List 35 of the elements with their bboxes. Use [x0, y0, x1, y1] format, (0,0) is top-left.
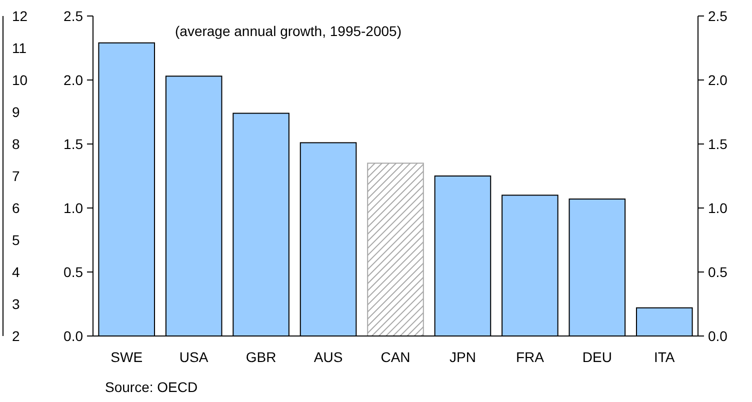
y2-tick-label: 2.0: [708, 72, 728, 88]
x-tick-label: CAN: [380, 349, 410, 365]
x-tick-label: AUS: [314, 349, 343, 365]
y3-tick-label: 4: [12, 264, 20, 280]
y3-tick-label: 6: [12, 200, 20, 216]
x-tick-label: USA: [179, 349, 209, 365]
y-tick-label: 0.0: [64, 328, 84, 344]
y-tick-label: 2.0: [64, 72, 84, 88]
y-tick-label: 1.5: [64, 136, 84, 152]
x-tick-label: SWE: [110, 349, 143, 365]
x-tick-label: GBR: [246, 349, 276, 365]
y3-tick-label: 5: [12, 232, 20, 248]
text: (average annual growth, 1995-2005): [175, 23, 402, 39]
source-note: Source: OECD: [105, 379, 198, 395]
x-tick-label: JPN: [449, 349, 476, 365]
y-tick-label: 0.5: [64, 264, 84, 280]
bar: [367, 162, 424, 336]
y-tick-label: 2.5: [64, 8, 84, 24]
y3-tick-label: 9: [12, 104, 20, 120]
y3-tick-label: 10: [12, 72, 28, 88]
y-tick-label: 1.0: [64, 200, 84, 216]
y3-tick-label: 2: [12, 328, 20, 344]
y2-tick-label: 0.0: [708, 328, 728, 344]
x-tick-label: DEU: [582, 349, 612, 365]
x-tick-label: ITA: [654, 349, 676, 365]
y3-tick-label: 3: [12, 296, 20, 312]
y2-tick-label: 0.5: [708, 264, 728, 280]
y3-tick-label: 8: [12, 136, 20, 152]
y2-tick-label: 2.5: [708, 8, 728, 24]
y2-tick-label: 1.5: [708, 136, 728, 152]
y3-tick-label: 12: [12, 8, 28, 24]
y3-tick-label: 7: [12, 168, 20, 184]
y3-tick-label: 11: [12, 40, 27, 56]
y2-tick-label: 1.0: [708, 200, 728, 216]
x-tick-label: FRA: [516, 349, 545, 365]
